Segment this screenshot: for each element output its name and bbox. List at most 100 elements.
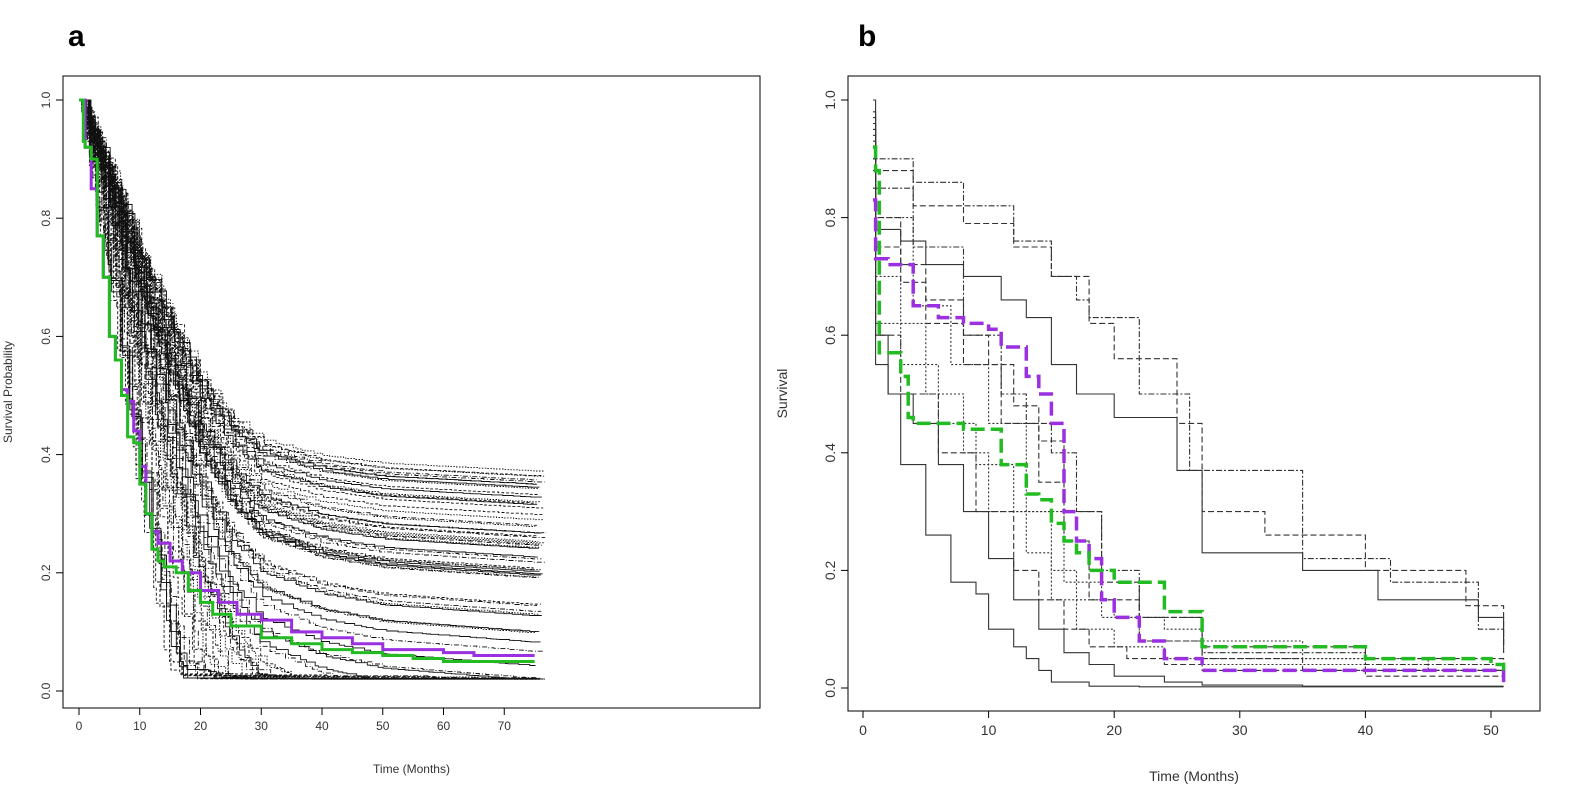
y-axis-label: Survival Probability [1,341,15,443]
ensemble-curve [873,187,1504,687]
ensemble-curve [79,99,537,537]
ensemble-curve [79,99,538,526]
y-axis-label: Survival [774,369,790,419]
ensemble-curve [79,99,537,679]
ensemble-curve [79,99,535,680]
x-tick-label: 40 [1358,722,1374,738]
ensemble-curve [79,99,545,680]
ensemble-curve [873,122,1505,683]
x-tick-label: 20 [194,719,208,733]
x-axis-label: Time (Months) [373,762,450,776]
ensemble-curve [79,99,539,542]
ensemble-curve [79,99,537,680]
ensemble-curve [79,99,540,615]
ensemble-curve [873,99,1505,647]
highlight-series-green [873,145,1506,677]
ensemble-curve [79,99,538,606]
ensemble-curve [79,99,540,545]
x-tick-label: 30 [255,719,269,733]
ensemble-curve [79,99,538,579]
ensemble-curve [873,128,1505,653]
x-tick-label: 10 [133,719,147,733]
x-tick-label: 10 [981,722,997,738]
y-tick-label: 0.2 [822,560,838,580]
ensemble-curve [79,99,535,679]
ensemble-curve [79,99,540,503]
panel-label-b: b [858,20,877,53]
highlight-series-purple [873,198,1506,683]
ensemble-curve [79,99,536,569]
ensemble-curve [79,99,545,544]
y-tick-label: 1.0 [822,90,838,110]
y-tick-label: 0.6 [39,328,53,345]
ensemble-curve [79,99,546,538]
ensemble-curve [79,99,537,571]
x-tick-label: 50 [376,719,390,733]
highlight-series-green [79,98,535,663]
ensemble-curve [873,140,1505,671]
ensemble-curve [79,99,537,680]
ensemble-curve [79,99,537,634]
x-tick-label: 0 [859,722,867,738]
ensemble-curve [79,99,537,680]
y-tick-label: 0.8 [39,210,53,227]
ensemble-curve [79,99,544,546]
ensemble-curve [79,99,545,477]
ensemble-curve [79,99,537,680]
ensemble-curve [79,99,535,680]
x-tick-label: 70 [498,719,512,733]
y-tick-label: 0.0 [39,682,53,699]
ensemble-curve [79,99,545,483]
ensemble-curve [79,99,540,488]
ensemble-curve [79,99,544,516]
ensemble-curve [79,99,539,680]
ensemble-curve [79,99,542,498]
x-tick-label: 40 [315,719,329,733]
ensemble-curve [79,99,544,472]
ensemble-curve [873,134,1505,677]
ensemble-curve [79,99,544,680]
ensemble-curve [79,99,542,560]
ensemble-curve [79,99,537,680]
ensemble-curve [79,99,542,534]
ensemble-curve [79,99,542,679]
ensemble-curve [873,117,1505,653]
y-tick-label: 0.8 [822,208,838,228]
x-tick-label: 20 [1106,722,1122,738]
ensemble-curve [79,99,541,680]
ensemble-curve [79,99,547,534]
ensemble-curve [79,99,535,680]
ensemble-curve [873,158,1505,677]
ensemble-curve [79,99,542,576]
ensemble-curve [79,99,540,680]
x-tick-label: 50 [1483,722,1499,738]
chart-b-survival: 0 10 20 30 40 50 0.0 0.2 0.4 0.6 0.8 1.0 Time (Month… [774,75,1541,784]
ensemble-curve [79,99,541,680]
plot-area [79,98,547,680]
ensemble-curve [79,99,540,680]
ensemble-curve [79,99,542,612]
ensemble-curve [79,99,540,680]
ensemble-curve [79,99,538,679]
ensemble-curve [873,170,1505,683]
y-tick-label: 0.0 [822,678,838,698]
chart-a-survival-probability: 0 10 20 30 40 50 60 70 0.0 0.2 0.4 0.6 0.8 1.0 Time (M… [1,75,761,776]
y-tick-label: 0.4 [822,443,838,463]
ensemble-curve [79,99,541,680]
ensemble-curve [79,99,536,679]
ensemble-curve [79,99,536,680]
ensemble-curve [79,99,544,680]
ensemble-curve [79,99,539,679]
ensemble-curve [79,99,539,680]
y-tick-label: 0.2 [39,564,53,581]
ensemble-curve [79,99,544,652]
ensemble-curve [79,99,537,680]
ensemble-curve [873,158,1505,677]
y-tick-label: 0.6 [822,325,838,345]
panel-label-a: a [68,20,85,53]
x-tick-label: 0 [76,719,83,733]
ensemble-curve [79,99,544,521]
ensemble-curve [79,99,546,563]
plot-area [873,99,1506,688]
